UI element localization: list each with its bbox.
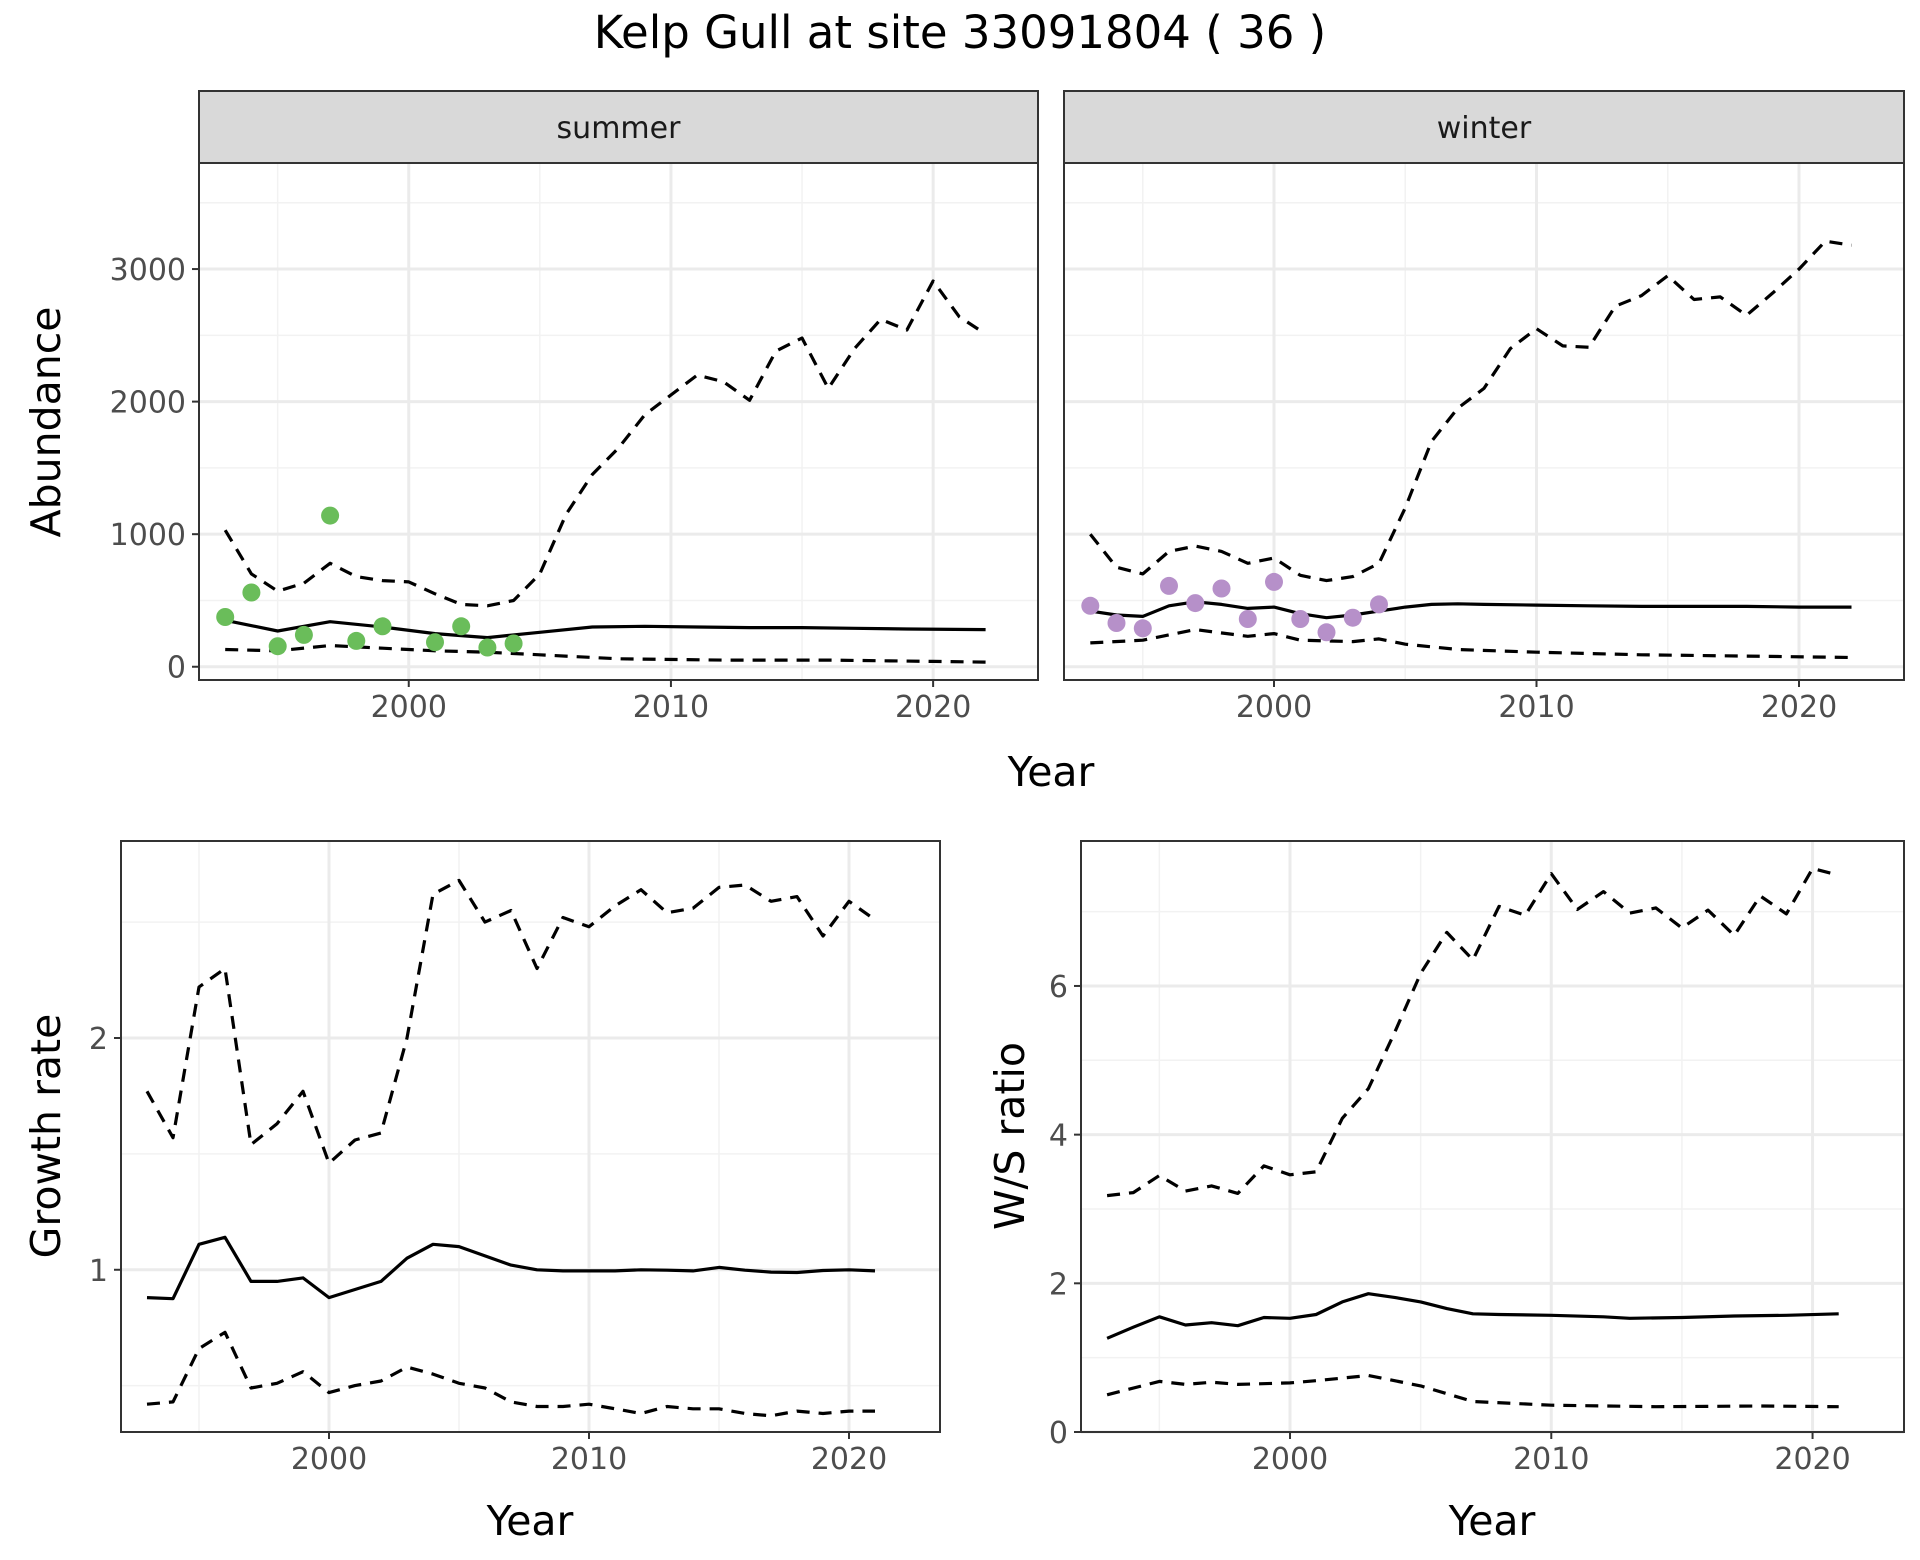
summer-x-tick-label: 2000 <box>371 690 447 725</box>
ws_ratio-y-tick-label: 0 <box>1049 1416 1068 1451</box>
winter-strip-label: winter <box>1437 111 1532 146</box>
summer-y-tick-label: 1000 <box>110 518 186 553</box>
summer-data-point <box>373 617 392 636</box>
summer-data-point <box>216 608 235 626</box>
panels-layer: summer 2000 2010 2020 0 1000 2000 3000 Abundance… <box>22 90 1905 1545</box>
ws_ratio-panel-border <box>1080 840 1905 1433</box>
summer-data-point <box>426 633 444 652</box>
growth-y-tick-label: 1 <box>89 1254 108 1289</box>
summer-data-point <box>478 638 497 657</box>
winter-data-point <box>1317 623 1336 642</box>
summer-data-point <box>268 637 287 656</box>
summer-y-tick-label: 3000 <box>110 253 186 288</box>
summer-data-point <box>321 506 340 525</box>
winter-data-point <box>1133 619 1152 638</box>
growth-panel-background <box>121 841 940 1432</box>
growth-lower-bound-line <box>146 1330 875 1418</box>
summer-data-point <box>504 634 523 653</box>
ws_ratio-y-tick-label: 2 <box>1049 1267 1068 1302</box>
summer-data-point <box>294 625 313 644</box>
ws_ratio-y-axis-title: W/S ratio <box>986 1042 1034 1230</box>
growth-upper-bound-line <box>145 878 876 1165</box>
ws_ratio-y-tick-label: 4 <box>1049 1119 1068 1154</box>
growth-y-tick-label: 2 <box>89 1022 108 1057</box>
summer-strip-label: summer <box>557 111 682 146</box>
winter-data-point <box>1212 579 1231 598</box>
summer-y-tick-label: 0 <box>167 651 186 686</box>
summer-y-axis-title: Abundance <box>22 307 70 538</box>
summer-strip <box>198 90 1039 164</box>
summer-data-point <box>452 617 471 636</box>
winter-x-tick-label: 2010 <box>1498 690 1574 725</box>
winter-data-point <box>1265 572 1283 591</box>
ws_ratio-x-tick-label: 2000 <box>1252 1442 1328 1477</box>
ws_ratio-x-tick-label: 2020 <box>1774 1442 1850 1477</box>
winter-x-axis-title: Year <box>1007 748 1095 796</box>
summer-data-point <box>347 631 366 650</box>
growth-estimate-line <box>146 1235 876 1301</box>
ws_ratio-estimate-line <box>1106 1292 1839 1340</box>
winter-data-point <box>1343 608 1362 627</box>
winter-x-tick-label: 2020 <box>1761 690 1837 725</box>
growth-x-axis-title: Year <box>486 1497 574 1545</box>
summer-lower-bound-line <box>225 643 986 664</box>
winter-data-point <box>1238 610 1257 628</box>
growth-y-axis-title: Growth rate <box>22 1014 70 1259</box>
growth-panel-border <box>120 840 941 1433</box>
growth-x-tick-label: 2020 <box>811 1442 887 1477</box>
summer-data-point <box>242 583 261 602</box>
ws_ratio-upper-bound-line <box>1106 866 1840 1198</box>
ws_ratio-x-axis-title: Year <box>1448 1497 1536 1545</box>
ws_ratio-y-tick-label: 6 <box>1049 970 1068 1005</box>
growth-x-tick-label: 2000 <box>291 1442 367 1477</box>
summer-x-tick-label: 2010 <box>633 690 709 725</box>
ws_ratio-panel-background <box>1081 841 1904 1432</box>
winter-panel-background <box>1064 163 1904 680</box>
winter-data-point <box>1081 596 1100 615</box>
growth-x-tick-label: 2010 <box>551 1442 627 1477</box>
winter-data-point <box>1107 614 1126 632</box>
ws_ratio-lower-bound-line <box>1106 1373 1839 1409</box>
ws_ratio-x-tick-label: 2010 <box>1513 1442 1589 1477</box>
winter-data-point <box>1160 576 1178 595</box>
winter-x-tick-label: 2000 <box>1236 690 1312 725</box>
summer-x-tick-label: 2020 <box>895 690 971 725</box>
winter-upper-bound-line <box>1089 239 1852 583</box>
winter-data-point <box>1291 610 1310 628</box>
winter-lower-bound-line <box>1090 628 1852 660</box>
summer-panel-background <box>199 163 1038 680</box>
winter-data-point <box>1186 594 1205 613</box>
winter-strip <box>1063 90 1905 164</box>
chart-title: Kelp Gull at site 33091804 ( 36 ) <box>594 6 1326 59</box>
summer-estimate-line <box>224 618 986 640</box>
summer-upper-bound-line <box>223 279 987 608</box>
winter-data-point <box>1370 595 1388 614</box>
summer-y-tick-label: 2000 <box>110 386 186 421</box>
